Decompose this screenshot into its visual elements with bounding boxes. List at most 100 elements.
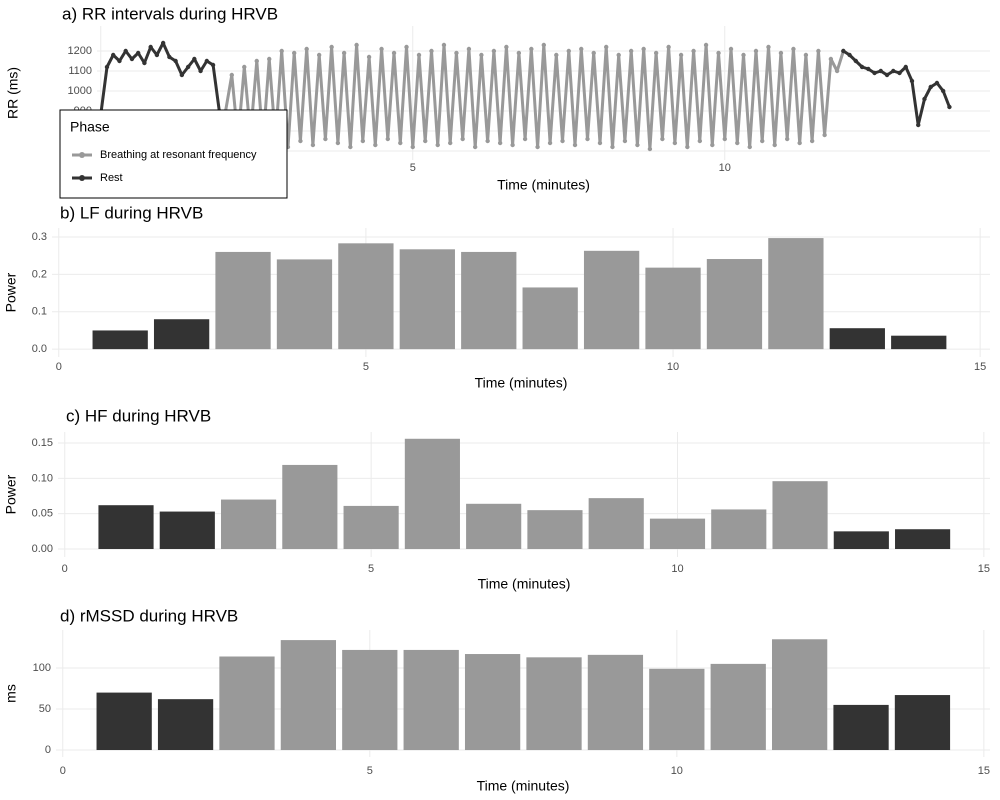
bar [342,649,398,751]
data-point [460,136,465,142]
x-tick-label: 15 [978,765,990,777]
data-point [866,66,871,72]
x-tick-label: 10 [719,162,731,174]
data-point [360,138,366,144]
y-axis-label: ms [3,684,19,703]
bar [522,287,578,350]
bar [587,654,644,751]
y-tick-label: 0.00 [32,543,53,555]
data-point [279,48,284,54]
bar [588,498,644,550]
y-tick-label: 100 [33,662,51,674]
bar [220,499,277,550]
data-point [304,46,309,52]
x-tick-label: 5 [368,563,374,575]
bar [276,259,333,350]
data-point [566,48,571,54]
data-point [329,44,334,50]
data-point [828,56,834,62]
data-point [940,88,946,94]
data-point [291,50,297,56]
data-point [778,50,784,56]
data-point [348,144,353,150]
data-point [185,64,191,70]
data-point [891,68,896,74]
data-point [541,42,547,48]
bar [338,243,394,350]
data-point [710,142,715,148]
data-point [660,136,665,142]
data-point [516,50,522,56]
bar [153,319,210,350]
legend-title: Phase [70,119,110,135]
bar [219,656,275,751]
y-tick-label: 1200 [68,45,92,57]
bar [891,335,947,350]
data-point [766,44,771,50]
chart-title: b) LF during HRVB [60,203,203,222]
data-point [703,42,709,48]
data-point [404,44,409,50]
legend-label: Breathing at resonant frequency [100,149,257,161]
y-axis-label: Power [3,474,19,514]
data-point [229,72,234,78]
data-point [610,144,615,150]
data-point [173,58,178,64]
data-point [735,140,740,146]
data-point [448,140,453,146]
bar [96,692,152,751]
bar [404,438,460,550]
data-point [747,144,752,150]
data-point [204,58,210,64]
data-point [522,136,528,142]
data-point [722,136,727,142]
y-axis-label: RR (ms) [5,67,21,119]
y-tick-label: 0.10 [32,472,53,484]
data-point [192,56,197,62]
data-point [760,138,765,144]
data-point [472,144,478,150]
data-point [934,80,940,86]
data-point [616,52,621,58]
data-point [716,50,721,56]
data-point [435,142,440,148]
data-point [841,48,846,54]
data-point [922,96,927,102]
bar [527,510,583,550]
data-point [691,48,696,54]
data-point [797,140,802,146]
legend-swatch-point [79,152,85,158]
data-point [254,58,259,64]
data-point [791,46,796,52]
data-point [822,132,827,138]
bar [526,657,582,751]
data-point [572,142,578,148]
x-tick-label: 0 [60,765,66,777]
x-tick-label: 10 [667,361,679,373]
x-tick-label: 10 [671,563,683,575]
bar [583,250,640,350]
data-point [267,56,272,62]
data-point [947,104,952,110]
x-tick-label: 15 [978,563,990,575]
data-point [635,142,640,148]
data-point [847,52,852,58]
x-axis-label: Time (minutes) [478,576,571,592]
bar [215,251,271,350]
bar [343,505,399,550]
data-point [429,48,434,54]
data-point [653,50,659,56]
data-point [111,52,116,58]
chart-title: a) RR intervals during HRVB [62,4,278,23]
bar [159,511,215,550]
data-point [741,52,746,58]
data-point [878,68,883,74]
data-point [167,54,172,60]
bar [772,481,828,550]
bar [829,328,885,350]
data-point [416,52,422,58]
data-point [179,72,185,78]
data-point [872,70,877,76]
bar [461,251,517,350]
data-point [391,50,397,56]
